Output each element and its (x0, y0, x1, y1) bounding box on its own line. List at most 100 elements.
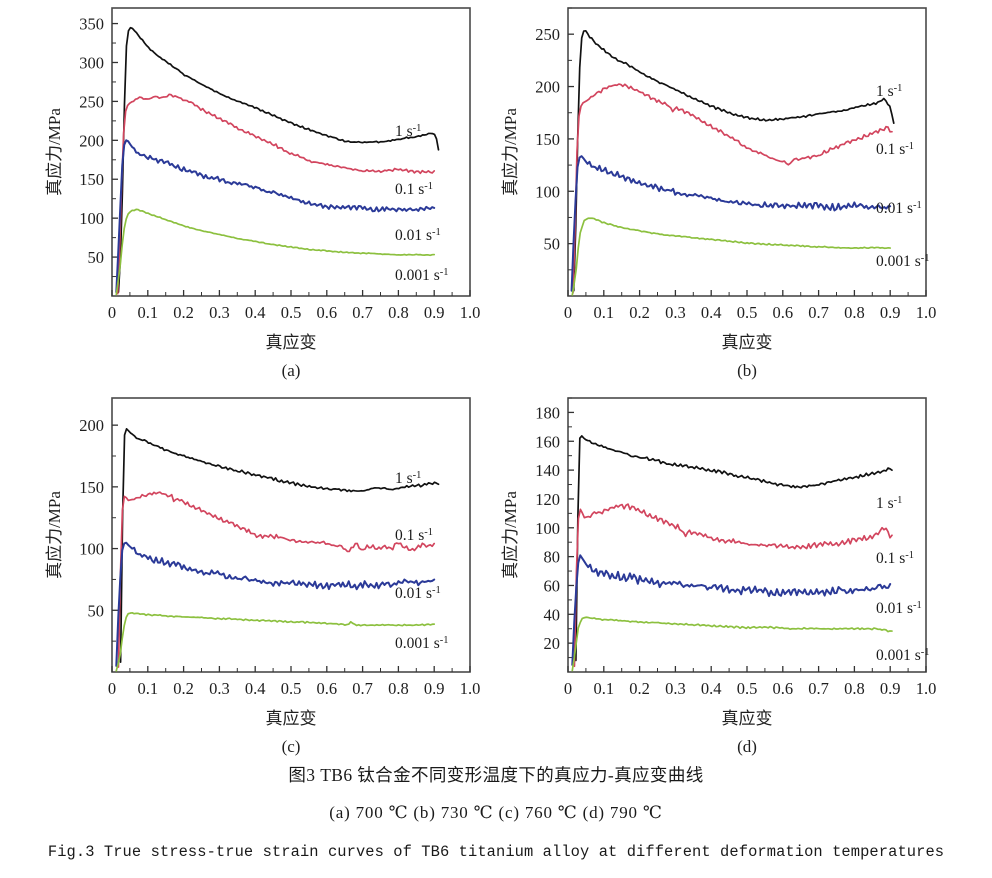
x-tick-label: 0.9 (424, 679, 445, 698)
y-tick-label: 50 (88, 248, 105, 267)
y-tick-label: 350 (79, 15, 104, 34)
panel-letter: (a) (282, 361, 301, 380)
series-label-rate_0p01: 0.01 s-1 (876, 600, 922, 618)
x-tick-label: 0 (564, 303, 572, 322)
y-tick-label: 20 (544, 634, 561, 653)
series-label-rate_0p001: 0.001 s-1 (876, 647, 930, 665)
chart-panel-a: 0 0.1 0.2 0.3 0.4 0.5 0.6 0.7 0.8 0.9 1.0 50 100 150 2… (0, 0, 496, 380)
y-tick-label: 160 (535, 432, 560, 451)
chart-panel-d: 0 0.1 0.2 0.3 0.4 0.5 0.6 0.7 0.8 0.9 1.0 20 40 60 80 1… (496, 380, 992, 760)
x-tick-label: 0.8 (844, 679, 865, 698)
x-tick-label: 0.1 (137, 303, 158, 322)
series-label-rate_0p01: 0.01 s-1 (395, 227, 441, 245)
x-tick-label: 0.6 (316, 303, 337, 322)
curve-0-1-s-1 (572, 83, 893, 294)
x-tick-label: 0.5 (737, 679, 758, 698)
x-tick-label: 0.2 (173, 679, 194, 698)
series-label-rate_0p001: 0.001 s-1 (395, 267, 449, 285)
chart-svg-a: 0 0.1 0.2 0.3 0.4 0.5 0.6 0.7 0.8 0.9 1.0 50 100 150 2… (45, 7, 481, 380)
x-tick-label: 0.3 (665, 303, 686, 322)
y-tick-label: 200 (79, 131, 104, 150)
x-tick-label: 0.3 (209, 303, 230, 322)
series-label-rate_1: 1 s-1 (395, 123, 421, 141)
x-axis-title: 真应变 (266, 333, 317, 352)
x-tick-label: 0.9 (880, 679, 901, 698)
y-tick-label: 150 (79, 478, 104, 497)
x-axis-title: 真应变 (722, 333, 773, 352)
x-tick-label: 0 (108, 679, 116, 698)
x-tick-label: 0.6 (772, 303, 793, 322)
y-tick-label: 80 (544, 548, 561, 567)
y-tick-label: 250 (535, 25, 560, 44)
curve-1-s-1 (117, 26, 440, 293)
y-axis-title: 真应力/MPa (501, 108, 520, 196)
y-tick-label: 250 (79, 92, 104, 111)
plot-frame (567, 7, 927, 297)
curve-1-s-1 (119, 428, 440, 663)
x-tick-label: 0.1 (137, 679, 158, 698)
y-tick-label: 300 (79, 53, 104, 72)
x-tick-label: 0 (108, 303, 116, 322)
x-tick-label: 1.0 (916, 679, 937, 698)
y-tick-label: 40 (544, 605, 561, 624)
x-tick-label: 0.8 (388, 303, 409, 322)
x-tick-label: 0.5 (281, 303, 302, 322)
x-tick-label: 0.8 (844, 303, 865, 322)
y-tick-label: 100 (79, 540, 104, 559)
x-tick-label: 0.2 (629, 303, 650, 322)
x-axis-title: 真应变 (722, 709, 773, 728)
chart-panel-c: 0 0.1 0.2 0.3 0.4 0.5 0.6 0.7 0.8 0.9 1.0 50 100 150 2… (0, 380, 496, 760)
y-tick-label: 180 (535, 403, 560, 422)
curve-1-s-1 (575, 435, 893, 662)
x-tick-label: 0.4 (701, 679, 722, 698)
series-label-rate_0p1: 0.1 s-1 (395, 181, 433, 199)
x-axis-title: 真应变 (266, 709, 317, 728)
x-tick-label: 0.2 (629, 679, 650, 698)
x-tick-label: 0.9 (880, 303, 901, 322)
curve-0-1-s-1 (117, 491, 436, 668)
curve-0-001-s-1 (115, 611, 436, 672)
series-label-rate_0p001: 0.001 s-1 (876, 253, 930, 271)
caption-english-title: Fig.3 True stress-true strain curves of … (47, 843, 945, 861)
series-label-rate_0p001: 0.001 s-1 (395, 635, 449, 653)
plot-frame (567, 397, 927, 673)
x-tick-label: 1.0 (916, 303, 937, 322)
x-tick-label: 1.0 (460, 303, 481, 322)
series-label-rate_1: 1 s-1 (876, 83, 902, 101)
y-tick-label: 120 (535, 490, 560, 509)
curve-0-001-s-1 (571, 217, 892, 296)
x-tick-label: 0.7 (808, 303, 829, 322)
chart-svg-d: 0 0.1 0.2 0.3 0.4 0.5 0.6 0.7 0.8 0.9 1.0 20 40 60 80 1… (501, 397, 937, 756)
curve-0-1-s-1 (573, 503, 893, 668)
curve-0-01-s-1 (115, 139, 436, 294)
x-tick-label: 0.4 (701, 303, 722, 322)
x-tick-label: 0.3 (665, 679, 686, 698)
series-label-rate_0p1: 0.1 s-1 (876, 141, 914, 159)
curve-0-01-s-1 (571, 554, 892, 666)
curve-0-1-s-1 (116, 93, 436, 295)
x-tick-label: 0.4 (245, 303, 266, 322)
y-tick-label: 100 (79, 209, 104, 228)
series-label-rate_1: 1 s-1 (395, 470, 421, 488)
x-tick-label: 0.8 (388, 679, 409, 698)
panel-letter: (c) (282, 737, 301, 756)
y-axis-title: 真应力/MPa (45, 108, 64, 196)
x-tick-label: 0.6 (772, 679, 793, 698)
curve-0-01-s-1 (115, 541, 436, 667)
y-tick-label: 50 (88, 601, 105, 620)
y-tick-label: 60 (544, 576, 561, 595)
y-axis-title: 真应力/MPa (501, 491, 520, 579)
curve-0-01-s-1 (570, 155, 892, 292)
x-tick-label: 1.0 (460, 679, 481, 698)
y-tick-label: 200 (79, 416, 104, 435)
x-tick-label: 0.1 (593, 679, 614, 698)
series-label-rate_0p1: 0.1 s-1 (876, 550, 914, 568)
plot-frame (111, 397, 471, 673)
x-tick-label: 0.3 (209, 679, 230, 698)
caption-subpanel-conditions: (a) 700 ℃ (b) 730 ℃ (c) 760 ℃ (d) 790 ℃ (329, 803, 663, 822)
y-axis-title: 真应力/MPa (45, 491, 64, 579)
y-tick-label: 100 (535, 519, 560, 538)
x-tick-label: 0.1 (593, 303, 614, 322)
x-tick-label: 0.4 (245, 679, 266, 698)
